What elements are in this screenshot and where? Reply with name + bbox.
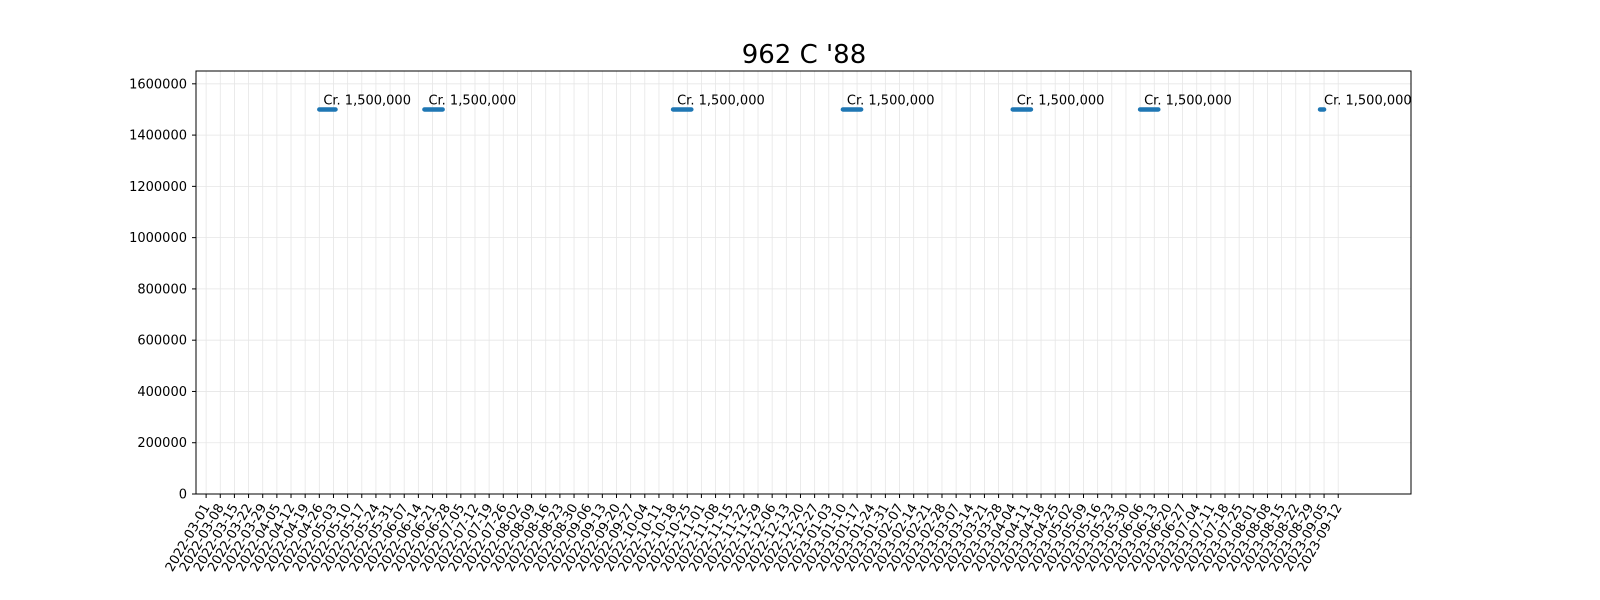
y-tick-label: 1200000 bbox=[129, 180, 187, 195]
data-label: Cr. 1,500,000 bbox=[847, 93, 935, 108]
data-label: Cr. 1,500,000 bbox=[1017, 93, 1105, 108]
data-label: Cr. 1,500,000 bbox=[677, 93, 765, 108]
plot-area-frame bbox=[195, 70, 1412, 495]
y-tick-label: 400000 bbox=[137, 385, 187, 400]
y-tick-label: 0 bbox=[179, 488, 187, 503]
y-tick-label: 1600000 bbox=[129, 77, 187, 92]
data-label: Cr. 1,500,000 bbox=[323, 93, 411, 108]
grid bbox=[196, 71, 1411, 495]
data-label: Cr. 1,500,000 bbox=[1324, 93, 1412, 108]
y-tick-label: 1000000 bbox=[129, 231, 187, 246]
y-tick-label: 600000 bbox=[137, 334, 187, 349]
y-tick-label: 1400000 bbox=[129, 129, 187, 144]
data-label: Cr. 1,500,000 bbox=[428, 93, 516, 108]
data-label: Cr. 1,500,000 bbox=[1144, 93, 1232, 108]
y-axis: 0 200000 400000 600000 800000 1000000 1200000 1… bbox=[129, 77, 196, 503]
y-tick-label: 200000 bbox=[137, 436, 187, 451]
y-tick-label: 800000 bbox=[137, 282, 187, 297]
x-axis: 2022-03-012022-03-082022-03-152022-03-22… bbox=[163, 494, 1346, 574]
chart-title: 962 C '88 bbox=[742, 40, 867, 70]
data-labels: Cr. 1,500,000 Cr. 1,500,000 Cr. 1,500,000 C… bbox=[323, 93, 1411, 108]
